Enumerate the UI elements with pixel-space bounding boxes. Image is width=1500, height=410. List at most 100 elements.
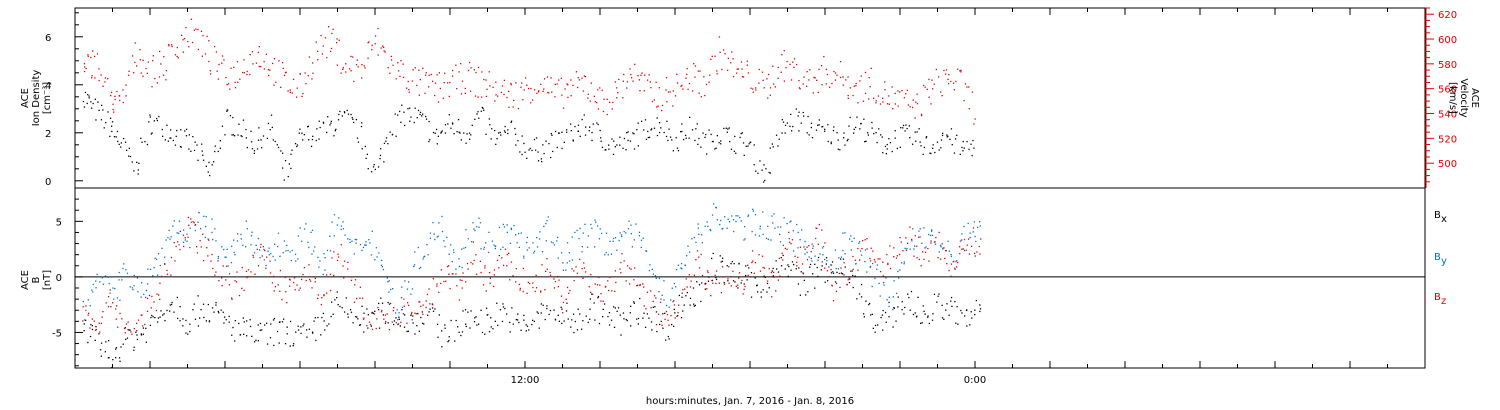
by-point: [397, 319, 399, 321]
density-point: [149, 116, 151, 118]
bx-point: [782, 254, 784, 257]
bz-point: [512, 275, 514, 277]
by-point: [446, 236, 448, 238]
bz-point: [847, 279, 849, 281]
bx-point: [537, 312, 539, 314]
velocity-point: [418, 94, 420, 96]
velocity-point: [202, 34, 204, 37]
density-point: [688, 137, 690, 139]
velocity-point: [639, 90, 641, 92]
bz-point: [170, 274, 172, 276]
bx-point: [868, 303, 870, 306]
velocity-point: [390, 55, 392, 58]
bz-point: [506, 254, 508, 256]
velocity-point: [387, 67, 389, 69]
velocity-point: [531, 99, 534, 101]
density-point: [950, 128, 953, 130]
density-point: [209, 174, 211, 177]
density-point: [700, 146, 702, 148]
bz-point: [153, 301, 155, 303]
bz-point: [296, 284, 298, 286]
by-point: [663, 280, 665, 282]
by-point: [182, 241, 185, 243]
time-tick-label: 12:00: [511, 375, 540, 386]
velocity-point: [681, 84, 683, 87]
density-point: [352, 118, 354, 120]
by-point: [627, 228, 630, 230]
density-point: [711, 140, 714, 143]
by-point: [165, 239, 167, 241]
by-point: [122, 267, 124, 270]
density-point: [429, 139, 431, 141]
by-point: [658, 291, 660, 293]
bz-point: [636, 285, 638, 287]
by-point: [582, 232, 584, 234]
density-point: [150, 133, 152, 135]
bx-point: [748, 267, 750, 269]
density-point: [548, 143, 550, 145]
bz-point: [380, 311, 383, 313]
bz-point: [326, 274, 328, 276]
bz-point: [677, 312, 679, 314]
density-point: [604, 149, 606, 151]
bx-point: [824, 281, 826, 283]
density-point: [885, 153, 887, 155]
by-point: [671, 287, 673, 289]
by-point: [876, 268, 878, 270]
bx-point: [100, 342, 103, 344]
density-point: [440, 132, 442, 134]
by-point: [217, 255, 219, 258]
bx-point: [91, 328, 94, 331]
bz-point: [82, 320, 84, 322]
velocity-point: [252, 63, 254, 65]
velocity-point: [960, 71, 962, 73]
bx-point: [705, 282, 707, 285]
bx-point: [643, 312, 645, 314]
by-point: [882, 282, 885, 284]
bx-point: [441, 346, 443, 348]
velocity-point: [616, 97, 618, 99]
density-point: [211, 164, 213, 166]
bz-point: [752, 260, 754, 262]
bz-point: [826, 270, 829, 272]
density-point: [151, 132, 153, 134]
density-point: [82, 100, 85, 103]
velocity-point: [267, 69, 270, 71]
velocity-point: [892, 108, 894, 110]
density-point: [377, 166, 380, 168]
by-point: [365, 244, 367, 246]
bx-point: [743, 283, 745, 285]
density-point: [267, 122, 270, 125]
bz-point: [85, 305, 87, 307]
by-point: [777, 226, 779, 228]
bx-point: [423, 323, 425, 325]
velocity-point: [265, 53, 267, 55]
bz-point: [207, 255, 209, 257]
bz-point: [689, 286, 692, 288]
bz-point: [210, 260, 212, 262]
by-point: [747, 214, 750, 216]
density-point: [107, 111, 109, 113]
density-point: [224, 134, 226, 136]
bz-point: [591, 293, 594, 295]
bz-point: [314, 277, 316, 280]
bz-point: [923, 258, 925, 260]
velocity-point: [118, 95, 121, 97]
by-point: [277, 245, 279, 248]
by-point: [706, 221, 708, 223]
density-point: [250, 130, 252, 132]
density-point: [395, 135, 397, 137]
density-point: [612, 153, 615, 155]
bz-point: [359, 297, 361, 299]
bx-point: [311, 331, 314, 333]
velocity-point: [755, 87, 757, 89]
velocity-point: [737, 68, 740, 70]
density-point: [322, 122, 325, 124]
by-point: [595, 221, 597, 223]
by-point: [161, 247, 163, 249]
bz-point: [620, 261, 622, 264]
bx-point: [790, 269, 792, 271]
bz-point: [735, 285, 737, 287]
by-point: [710, 229, 712, 232]
bz-point: [794, 255, 796, 257]
